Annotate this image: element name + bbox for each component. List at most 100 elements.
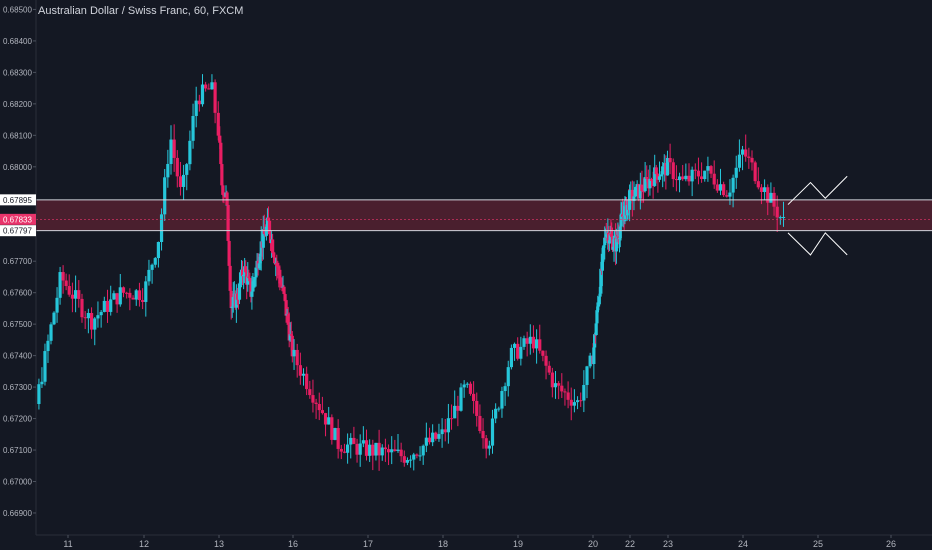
candle-body — [393, 449, 397, 452]
x-tick-label: 26 — [886, 539, 896, 549]
zone-mid-label: 0.67833 — [3, 215, 32, 224]
candle-body — [188, 140, 192, 165]
candle-body — [229, 290, 233, 309]
projection-upper — [787, 175, 848, 205]
candle-body — [506, 367, 510, 387]
candle-body — [585, 366, 589, 385]
candle-body — [462, 384, 466, 388]
x-tick-label: 11 — [63, 539, 72, 549]
candle-body — [96, 315, 100, 319]
candle-body — [550, 372, 554, 388]
candle-body — [611, 246, 615, 250]
candle-body — [238, 282, 243, 284]
candle-body — [134, 290, 138, 300]
candle-body — [374, 442, 378, 456]
candle-body — [472, 393, 476, 401]
candle-body — [320, 410, 324, 414]
candle-body — [246, 276, 250, 285]
candle-body — [607, 240, 611, 244]
candle-body — [427, 437, 432, 443]
candle-body — [236, 299, 241, 301]
candle-body — [175, 157, 179, 177]
candle-body — [40, 381, 44, 385]
candle-body — [653, 167, 657, 186]
candle-body — [630, 189, 634, 201]
candle-body — [434, 432, 438, 439]
candle-body — [618, 226, 622, 239]
candle-body — [228, 265, 232, 291]
candle-body — [617, 238, 622, 240]
candle-body — [390, 449, 394, 453]
candle-body — [361, 440, 365, 444]
candle-body — [234, 293, 238, 308]
candle-body — [349, 437, 353, 445]
candle-body — [377, 442, 381, 456]
candle-body — [267, 220, 272, 235]
candle-body — [740, 149, 745, 155]
candle-body — [592, 347, 596, 365]
candle-body — [279, 283, 283, 285]
candle-body — [314, 402, 318, 404]
y-tick-label: 0.67400 — [3, 352, 32, 361]
candle-body — [443, 429, 447, 433]
candle-body — [159, 214, 164, 242]
candle-body — [718, 184, 723, 191]
x-tick-label: 12 — [139, 539, 149, 549]
candle-body — [560, 385, 564, 392]
candle-body — [621, 214, 625, 217]
candle-body — [446, 418, 450, 433]
candle-body — [289, 334, 293, 336]
candle-body — [744, 149, 748, 157]
candle-body — [737, 154, 741, 168]
candle-body — [396, 449, 400, 452]
y-tick-label: 0.67100 — [3, 446, 32, 455]
candle-body — [595, 310, 599, 324]
candle-body — [298, 365, 302, 376]
candle-body — [252, 279, 256, 282]
candle-body — [525, 338, 529, 344]
candle-body — [579, 400, 583, 402]
candle-body — [323, 413, 328, 425]
candle-body — [231, 297, 235, 307]
candle-body — [640, 184, 644, 192]
y-tick-label: 0.68000 — [3, 163, 32, 172]
candle-body — [421, 445, 425, 456]
candle-body — [200, 84, 205, 105]
candle-body — [342, 451, 347, 453]
candle-body — [544, 355, 548, 366]
y-tick-label: 0.68500 — [3, 5, 32, 14]
candle-body — [262, 229, 266, 235]
candle-body — [402, 456, 406, 463]
candle-body — [383, 447, 387, 450]
candle-body — [61, 272, 65, 281]
candle-body — [371, 444, 375, 456]
y-tick-label: 0.67200 — [3, 415, 32, 424]
candle-body — [153, 258, 157, 265]
candle-body — [645, 177, 649, 179]
candle-body — [43, 351, 47, 382]
candle-body — [251, 281, 255, 292]
candle-body — [415, 454, 419, 456]
candle-body — [275, 262, 279, 267]
candle-body — [308, 389, 312, 396]
candle-body — [311, 395, 315, 403]
candle-body — [295, 349, 299, 366]
candle-body — [112, 293, 116, 300]
candle-body — [137, 290, 142, 301]
candle-body — [475, 400, 479, 416]
x-tick-label: 23 — [663, 539, 673, 549]
candle-body — [141, 300, 145, 302]
candle-body — [191, 115, 195, 141]
candle-body — [221, 185, 225, 195]
candle-body — [219, 142, 223, 165]
candle-body — [284, 300, 288, 316]
candle-body — [355, 443, 359, 455]
candle-body — [83, 317, 87, 319]
candle-body — [465, 383, 469, 385]
candle-body — [166, 163, 170, 178]
zone-mid-label-bg — [0, 213, 36, 225]
candle-body — [456, 405, 460, 411]
candle-body — [781, 216, 786, 218]
candle-body — [118, 287, 122, 305]
